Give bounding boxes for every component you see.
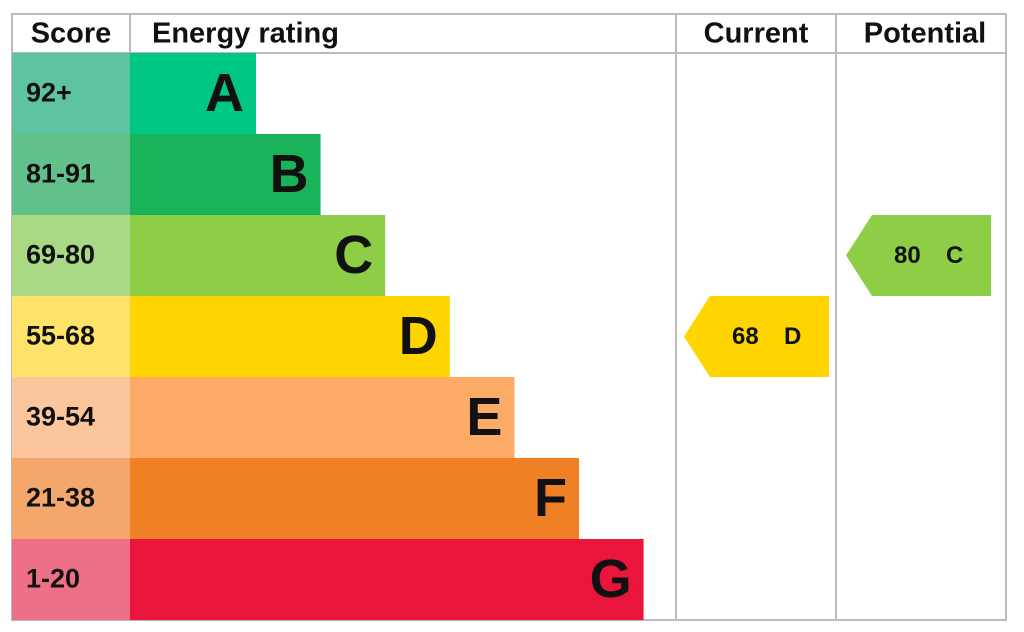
score-range: 55-68: [26, 321, 95, 351]
rating-bar: [130, 215, 386, 296]
potential-band: C: [946, 242, 963, 269]
potential-score: 80: [894, 242, 921, 269]
band-letter: F: [534, 468, 567, 528]
header-score: Score: [31, 18, 112, 50]
score-range: 69-80: [26, 240, 95, 270]
rating-bar: [130, 296, 450, 377]
rating-bar: [130, 377, 515, 458]
header-current: Current: [704, 18, 809, 50]
rating-bar: [130, 53, 256, 134]
score-cell: [12, 134, 130, 215]
score-cell: [12, 377, 130, 458]
score-range: 81-91: [26, 159, 95, 189]
band-letter: G: [590, 549, 632, 609]
current-score: 68: [732, 323, 759, 350]
current-arrow: [684, 296, 829, 377]
header-rating: Energy rating: [152, 18, 339, 50]
rating-bar: [130, 539, 644, 620]
score-range: 39-54: [26, 402, 95, 432]
score-cell: [12, 296, 130, 377]
score-cell: [12, 215, 130, 296]
rating-bar: [130, 458, 579, 539]
score-cell: [12, 53, 130, 134]
rating-bar: [130, 134, 321, 215]
potential-arrow: [846, 215, 991, 296]
score-cell: [12, 458, 130, 539]
score-cell: [12, 539, 130, 620]
band-letter: C: [334, 225, 373, 285]
header-potential: Potential: [864, 18, 986, 50]
score-range: 21-38: [26, 483, 95, 513]
band-letter: D: [399, 306, 438, 366]
band-letter: E: [466, 387, 502, 447]
current-band: D: [784, 323, 801, 350]
score-range: 92+: [26, 78, 72, 108]
band-letter: A: [205, 63, 244, 123]
score-range: 1-20: [26, 564, 80, 594]
band-letter: B: [270, 144, 309, 204]
